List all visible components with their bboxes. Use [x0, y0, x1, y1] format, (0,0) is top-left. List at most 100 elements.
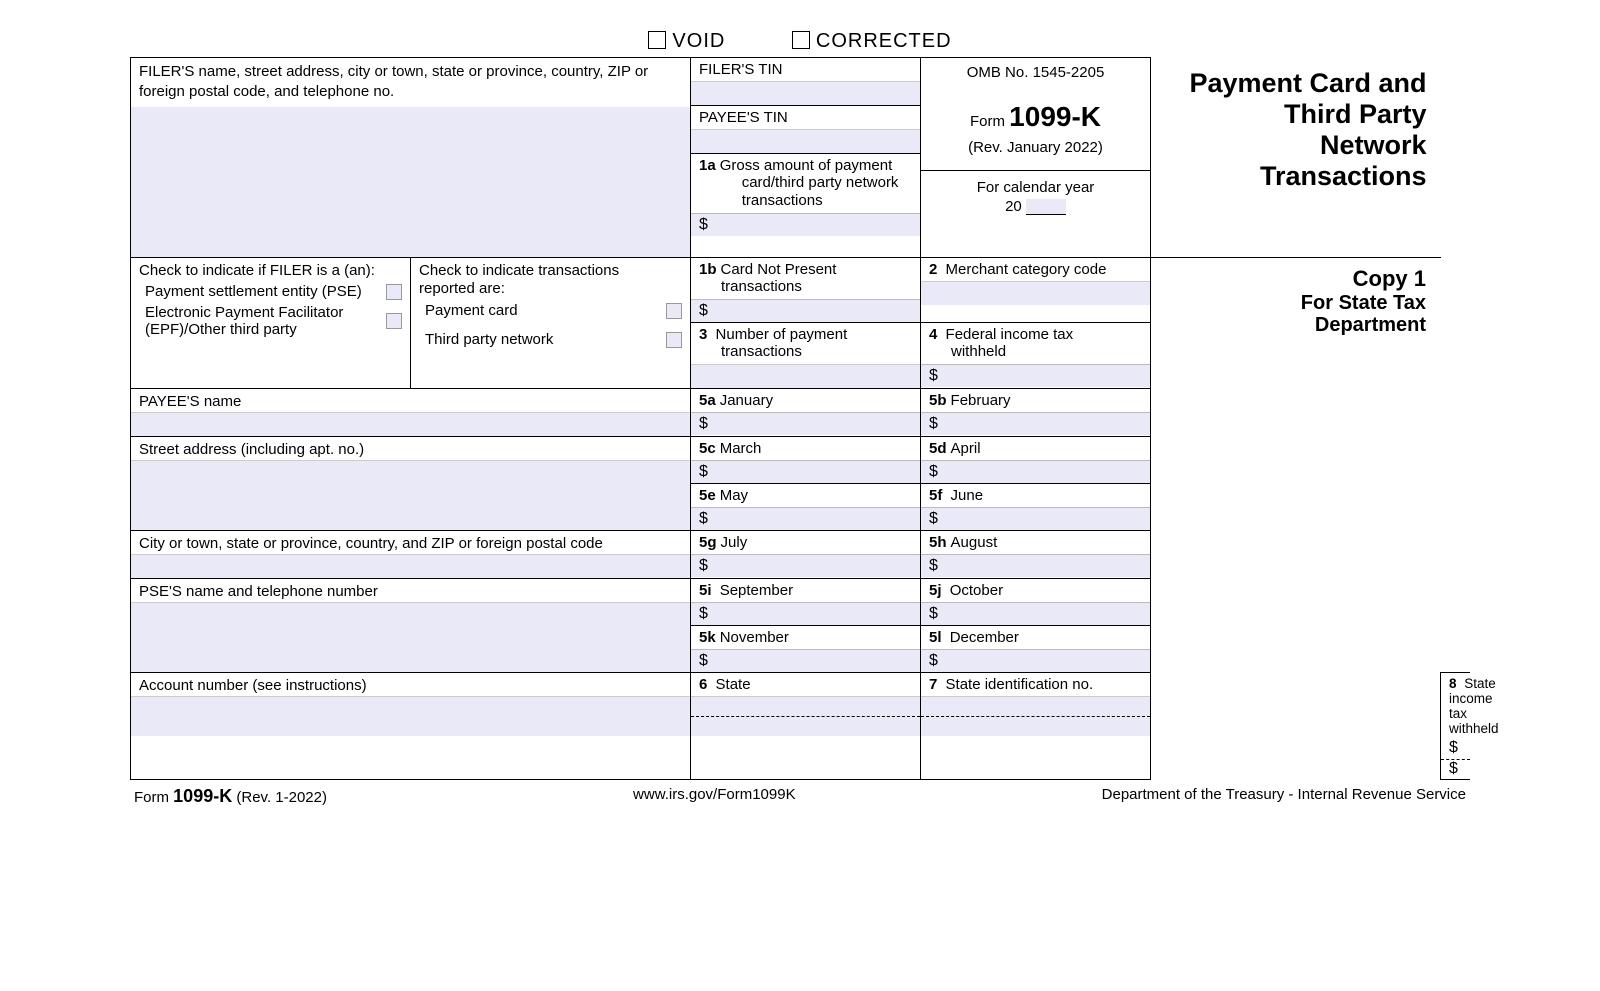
- footer-form-num: 1099-K: [173, 786, 232, 806]
- copy-cell: Copy 1 For State Tax Department: [1151, 258, 1441, 780]
- city-label: City or town, state or province, country…: [131, 531, 690, 554]
- box-5d-label: April: [951, 440, 981, 457]
- pse-checkbox[interactable]: [386, 284, 402, 300]
- omb-number: OMB No. 1545-2205: [921, 58, 1150, 83]
- box-1a-cell[interactable]: 1aGross amount of paymentcard/third part…: [691, 154, 921, 258]
- city-cell[interactable]: City or town, state or province, country…: [131, 531, 691, 579]
- box-2-num: 2: [929, 261, 937, 278]
- box-4-label: Federal income taxwithheld: [929, 326, 1142, 361]
- box-3-cell[interactable]: 3 Number of paymenttransactions: [691, 323, 921, 389]
- copy-1: Copy 1: [1165, 266, 1426, 292]
- year-input[interactable]: [1026, 199, 1066, 215]
- account-number-cell[interactable]: Account number (see instructions): [131, 673, 691, 780]
- box-3-num: 3: [699, 326, 707, 343]
- box-5l-label: December: [950, 629, 1019, 646]
- third-party-checkbox[interactable]: [666, 332, 682, 348]
- void-checkbox[interactable]: [648, 31, 666, 49]
- filer-name-cell[interactable]: FILER'S name, street address, city or to…: [131, 58, 691, 258]
- transaction-type-cell: Check to indicate transactionsreported a…: [411, 258, 691, 389]
- box-6-cell[interactable]: 6 State: [691, 673, 921, 780]
- copy-2a: For State Tax: [1165, 292, 1426, 314]
- box-5k-cell[interactable]: 5kNovember$: [691, 626, 921, 673]
- box-5k-num: 5k: [699, 629, 716, 646]
- form-footer: Form 1099-K (Rev. 1-2022) www.irs.gov/Fo…: [130, 780, 1470, 807]
- box-5g-cell[interactable]: 5gJuly$: [691, 531, 921, 579]
- box-4-num: 4: [929, 326, 937, 343]
- payee-name-cell[interactable]: PAYEE'S name: [131, 389, 691, 437]
- box-5f-dollar: $: [921, 507, 1150, 530]
- box-5f-label: June: [951, 487, 984, 504]
- epf-label: Electronic Payment Facilitator(EPF)/Othe…: [139, 304, 343, 339]
- box-1b-num: 1b: [699, 261, 717, 278]
- box-2-cell[interactable]: 2 Merchant category code: [921, 258, 1151, 323]
- title-line-2: Third Party: [1161, 99, 1427, 130]
- void-label: VOID: [672, 30, 725, 52]
- filer-tin-cell[interactable]: FILER'S TIN: [691, 58, 921, 106]
- box-5i-num: 5i: [699, 582, 712, 599]
- box-5e-num: 5e: [699, 487, 716, 504]
- top-checkboxes: VOID CORRECTED: [130, 30, 1470, 53]
- third-party-label: Third party network: [419, 331, 553, 348]
- box-4-dollar: $: [921, 364, 1150, 387]
- box-1b-dollar: $: [691, 299, 920, 322]
- box-5c-dollar: $: [691, 460, 920, 483]
- box-8-dollar-1: $: [1441, 739, 1470, 759]
- box-5c-label: March: [720, 440, 762, 457]
- box-5h-label: August: [951, 534, 998, 551]
- payee-tin-cell[interactable]: PAYEE'S TIN: [691, 106, 921, 154]
- footer-dept: Department of the Treasury - Internal Re…: [1102, 786, 1466, 807]
- box-5f-cell[interactable]: 5f June$: [921, 484, 1151, 531]
- corrected-checkbox[interactable]: [792, 31, 810, 49]
- payment-card-label: Payment card: [419, 302, 518, 319]
- box-5b-dollar: $: [921, 412, 1150, 435]
- trans-type-label: Check to indicate transactionsreported a…: [411, 258, 690, 300]
- box-5i-dollar: $: [691, 602, 920, 625]
- box-1b-label: Card Not Presenttransactions: [699, 261, 912, 296]
- box-5a-cell[interactable]: 5aJanuary$: [691, 389, 921, 437]
- box-5c-cell[interactable]: 5cMarch $: [691, 437, 921, 484]
- box-5j-cell[interactable]: 5j October$: [921, 579, 1151, 626]
- box-5b-label: February: [951, 392, 1011, 409]
- filer-type-cell: Check to indicate if FILER is a (an): Pa…: [131, 258, 411, 389]
- title-line-3: Network: [1161, 130, 1427, 161]
- box-5b-cell[interactable]: 5bFebruary$: [921, 389, 1151, 437]
- epf-checkbox[interactable]: [386, 313, 402, 329]
- box-5k-dollar: $: [691, 649, 920, 672]
- box-5c-num: 5c: [699, 440, 716, 457]
- form-id-cell: OMB No. 1545-2205 Form 1099-K (Rev. Janu…: [921, 58, 1151, 258]
- box-1a-dollar: $: [691, 213, 920, 236]
- box-5h-dollar: $: [921, 554, 1150, 577]
- box-6-label: State: [716, 676, 751, 693]
- box-5a-dollar: $: [691, 412, 920, 435]
- box-5d-num: 5d: [929, 440, 947, 457]
- box-1a-label: Gross amount of paymentcard/third party …: [720, 157, 899, 210]
- revision-date: (Rev. January 2022): [921, 139, 1150, 170]
- box-5g-dollar: $: [691, 554, 920, 577]
- box-5a-num: 5a: [699, 392, 716, 409]
- payment-card-checkbox[interactable]: [666, 303, 682, 319]
- box-5h-cell[interactable]: 5hAugust $: [921, 531, 1151, 579]
- box-7-cell[interactable]: 7 State identification no.: [921, 673, 1151, 780]
- box-5j-label: October: [950, 582, 1003, 599]
- footer-url: www.irs.gov/Form1099K: [633, 786, 796, 807]
- copy-2b: Department: [1165, 314, 1426, 336]
- street-address-cell[interactable]: Street address (including apt. no.): [131, 437, 691, 531]
- box-3-label: Number of paymenttransactions: [699, 326, 912, 361]
- box-1b-cell[interactable]: 1bCard Not Presenttransactions $: [691, 258, 921, 323]
- box-5e-cell[interactable]: 5eMay$: [691, 484, 921, 531]
- box-5g-label: July: [721, 534, 748, 551]
- pse-name-cell[interactable]: PSE'S name and telephone number: [131, 579, 691, 673]
- box-5j-dollar: $: [921, 602, 1150, 625]
- form-number: 1099-K: [1009, 101, 1101, 132]
- box-5h-num: 5h: [929, 534, 947, 551]
- form-table: FILER'S name, street address, city or to…: [130, 57, 1470, 780]
- box-6-num: 6: [699, 676, 707, 693]
- box-5d-cell[interactable]: 5dApril$: [921, 437, 1151, 484]
- box-5l-dollar: $: [921, 649, 1150, 672]
- box-5i-cell[interactable]: 5i September$: [691, 579, 921, 626]
- box-8-cell[interactable]: 8 State income tax withheld $ $: [1441, 673, 1470, 780]
- box-5l-cell[interactable]: 5l December$: [921, 626, 1151, 673]
- form-word: Form: [970, 113, 1005, 130]
- box-4-cell[interactable]: 4 Federal income taxwithheld $: [921, 323, 1151, 389]
- pse-label: Payment settlement entity (PSE): [139, 283, 362, 300]
